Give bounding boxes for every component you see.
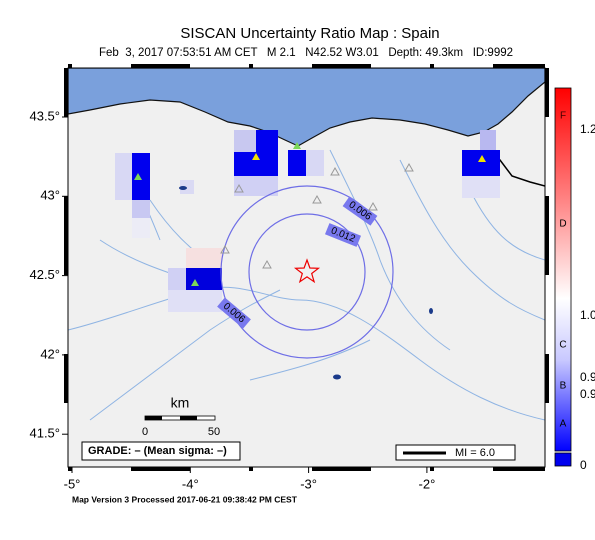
epicenter <box>293 258 321 284</box>
colorbar: F D C B A 1.2 1.0 0.9 0.9 0 <box>554 87 595 472</box>
lon-tick-label: -3° <box>300 476 317 491</box>
lat-tick-label: 43° <box>40 188 60 203</box>
grade-label: D <box>559 219 566 230</box>
map-area: 0.006 0.012 0.006 km 0 50 GRADE: – (Mean… <box>68 68 545 467</box>
rivers <box>68 149 545 421</box>
sea <box>68 68 545 147</box>
scale-unit: km <box>171 395 190 411</box>
axis-labels: -5° -4° -3° -2° 43.5° 43° 42.5° 42° 41.5° <box>29 108 435 491</box>
lakes <box>179 186 433 380</box>
colorbar-value: 0.9 <box>580 387 595 401</box>
lon-tick-label: -4° <box>182 476 199 491</box>
stations <box>134 142 486 286</box>
footer: Map Version 3 Processed 2017-06-21 09:38… <box>72 494 298 504</box>
legend-box <box>395 444 516 461</box>
lat-tick-label: 42° <box>40 346 60 361</box>
colorbar-value: 1.0 <box>580 308 595 322</box>
lon-tick-label: -5° <box>64 476 81 491</box>
title: SISCAN Uncertainty Ratio Map : Spain <box>180 25 439 42</box>
grade-label: F <box>560 111 566 122</box>
grade-label: C <box>559 340 566 351</box>
lat-tick-label: 43.5° <box>29 108 60 123</box>
scale-start: 0 <box>142 426 148 438</box>
lat-tick-label: 42.5° <box>29 267 60 282</box>
contours <box>220 185 394 359</box>
scale-end: 50 <box>208 426 220 438</box>
grade: GRADE: – (Mean sigma: –) <box>88 445 227 457</box>
scale-bar: km 0 50 <box>142 395 220 438</box>
subtitle: Feb 3, 2017 07:53:51 AM CET M 2.1 N42.52… <box>99 47 513 59</box>
lat-tick-label: 41.5° <box>29 426 60 441</box>
colorbar-value: 0 <box>580 458 587 472</box>
frame <box>64 64 549 471</box>
grade-label: A <box>560 419 567 430</box>
grade-box <box>81 441 241 461</box>
grade-label: B <box>560 381 567 392</box>
colorbar-value: 0.9 <box>580 370 595 384</box>
colorbar-value: 1.2 <box>580 122 595 136</box>
legend-label: MI = 6.0 <box>455 447 495 459</box>
lon-tick-label: -2° <box>419 476 436 491</box>
